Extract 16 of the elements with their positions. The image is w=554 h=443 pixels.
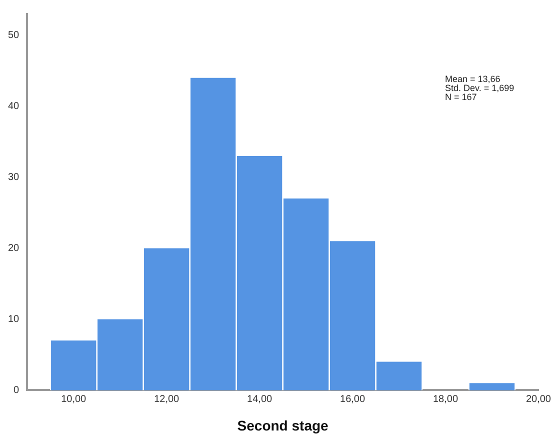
x-tick-label: 20,00	[526, 394, 552, 405]
y-tick-label: 50	[8, 30, 20, 42]
x-axis-title: Second stage	[237, 417, 329, 434]
x-tick-label: 16,00	[340, 394, 366, 405]
annotation: Std. Dev. = 1,699	[445, 82, 514, 93]
y-tick-label: 20	[8, 242, 20, 254]
annotation: Mean = 13,66	[445, 74, 500, 84]
x-tick-label: 12,00	[154, 394, 180, 405]
x-tick-label: 14,00	[247, 394, 273, 405]
y-tick-label: 10	[8, 314, 20, 325]
annotation: N = 167	[445, 92, 477, 102]
x-tick-label: 10,00	[61, 394, 87, 405]
y-tick-label: 30	[8, 172, 20, 184]
x-tick-label: 18,00	[432, 394, 458, 405]
y-tick-label: 0	[14, 384, 20, 396]
y-tick-label: 40	[8, 101, 20, 112]
